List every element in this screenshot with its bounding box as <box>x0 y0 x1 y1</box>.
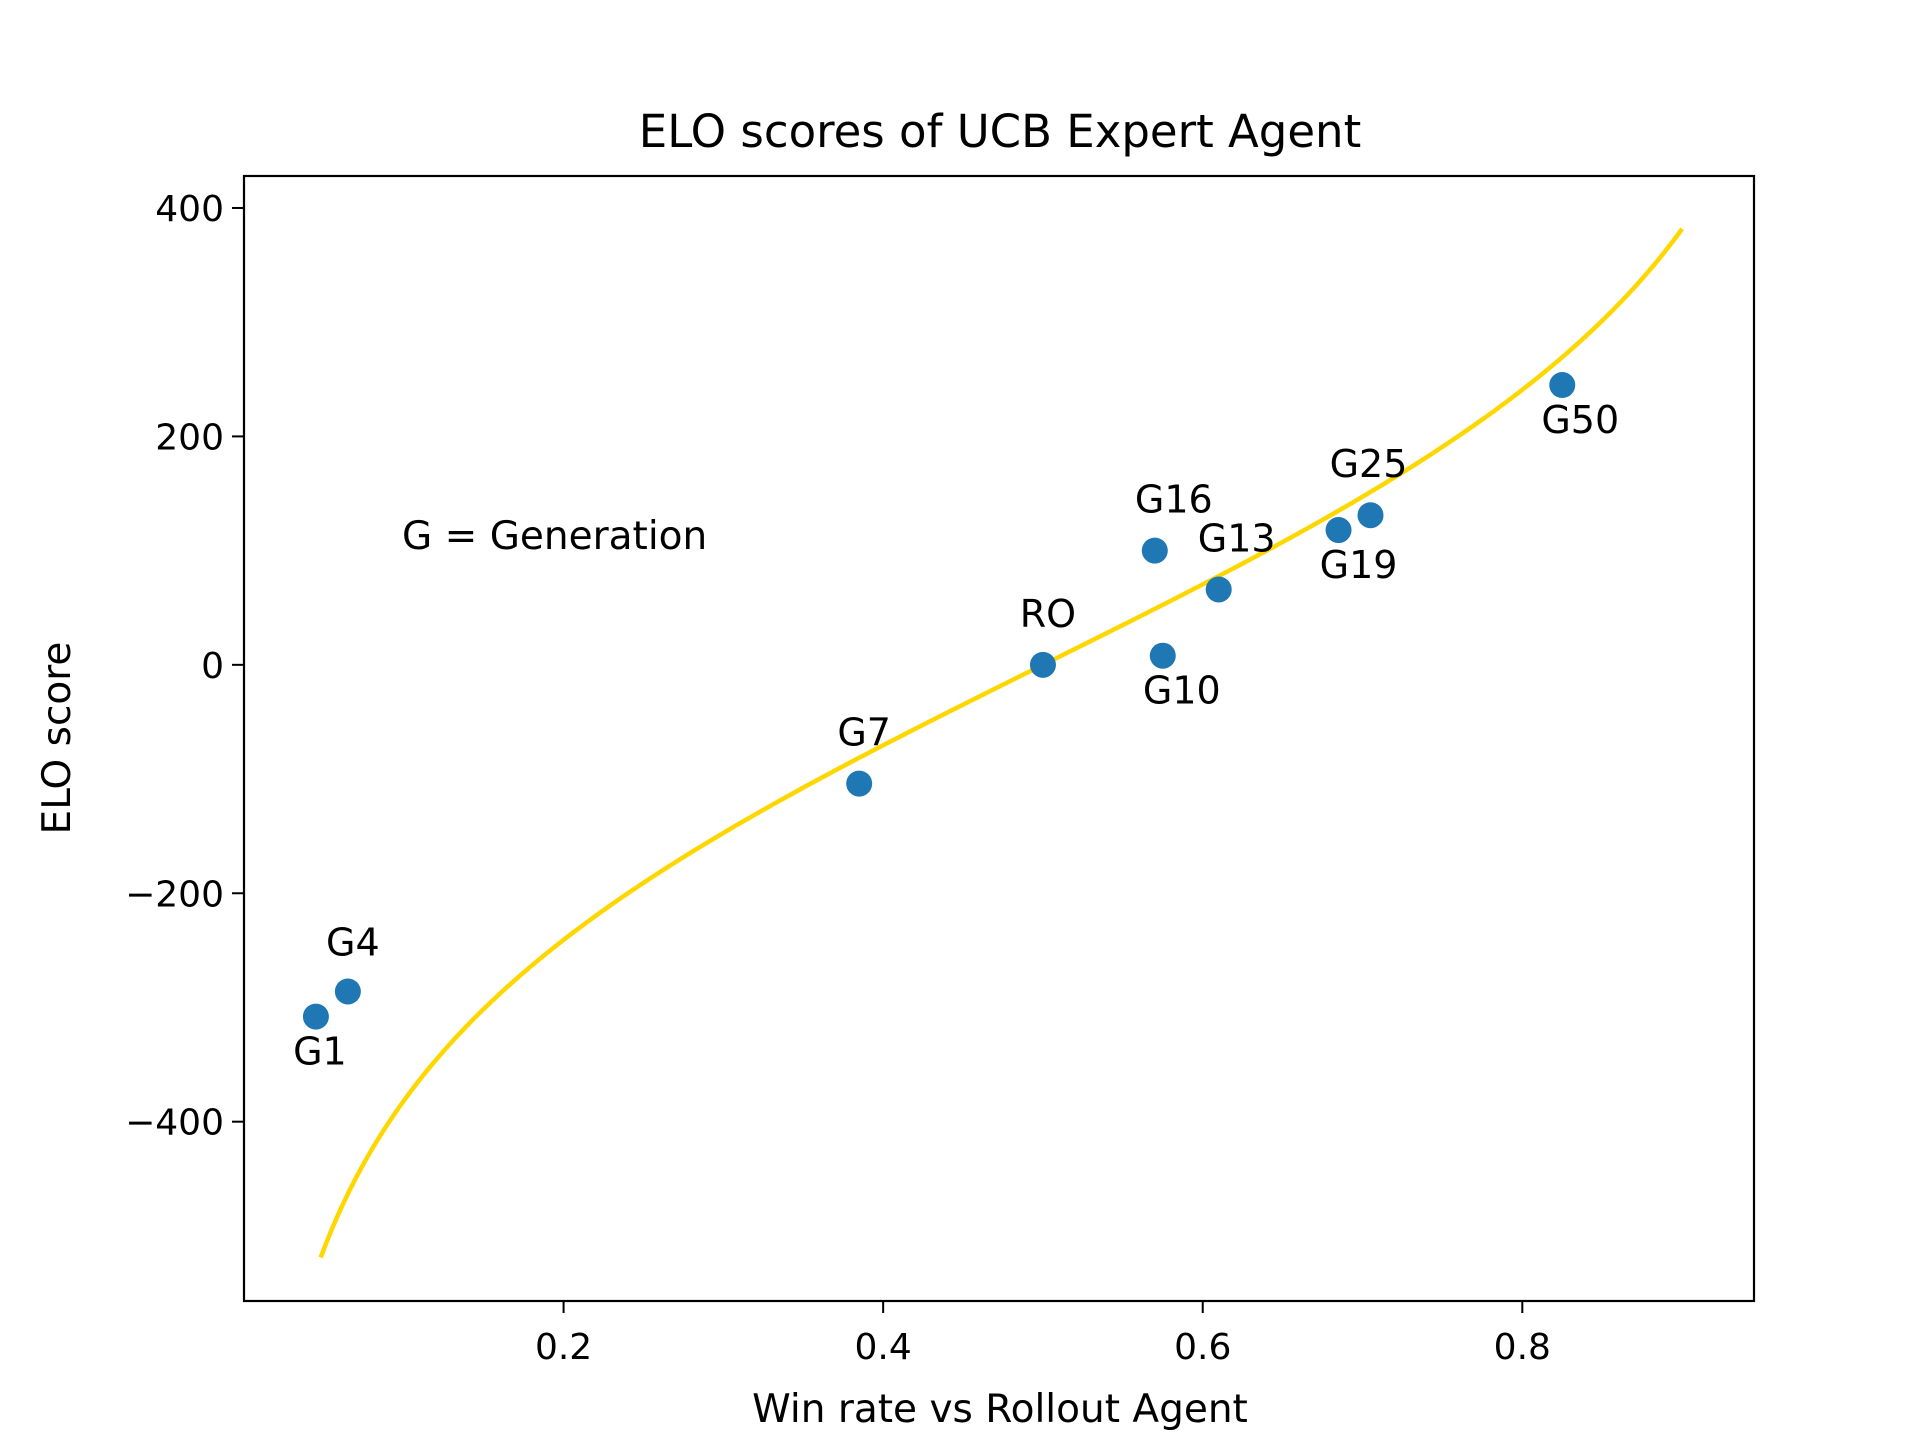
chart-title: ELO scores of UCB Expert Agent <box>639 105 1361 158</box>
point-g50 <box>1549 372 1576 399</box>
point-g16 <box>1141 537 1168 564</box>
points-layer <box>302 372 1576 1030</box>
point-label-ro: RO <box>1020 592 1076 636</box>
y-tick-label: −400 <box>125 1103 224 1144</box>
point-label-g19: G19 <box>1320 543 1398 587</box>
point-g10 <box>1149 642 1176 669</box>
point-g1 <box>302 1003 329 1030</box>
x-tick-label: 0.2 <box>535 1327 592 1368</box>
point-label-g16: G16 <box>1135 478 1213 522</box>
point-label-g50: G50 <box>1541 398 1619 442</box>
point-label-g10: G10 <box>1143 669 1221 713</box>
x-tick-label: 0.6 <box>1174 1327 1231 1368</box>
x-axis-label: Win rate vs Rollout Agent <box>752 1387 1248 1432</box>
y-ticks: 400 200 0 −200 −400 <box>125 189 244 1144</box>
x-tick-label: 0.8 <box>1494 1327 1551 1368</box>
point-g25 <box>1357 502 1384 529</box>
y-tick-label: 0 <box>201 646 224 687</box>
point-ro <box>1029 651 1056 678</box>
point-g7 <box>846 770 873 797</box>
point-g19 <box>1325 517 1352 544</box>
x-ticks: 0.2 0.4 0.6 0.8 <box>535 1301 1551 1368</box>
point-label-g13: G13 <box>1198 516 1276 560</box>
y-axis-label: ELO score <box>35 642 80 835</box>
point-label-g1: G1 <box>293 1030 347 1074</box>
generation-note: G = Generation <box>402 514 707 559</box>
point-g4 <box>334 978 361 1005</box>
y-tick-label: −200 <box>125 874 224 915</box>
x-tick-label: 0.4 <box>855 1327 912 1368</box>
elo-fit-curve <box>318 227 1684 1259</box>
point-label-g7: G7 <box>837 711 891 755</box>
curve-layer <box>318 227 1684 1259</box>
plot-frame <box>242 174 1756 1303</box>
point-label-g25: G25 <box>1330 442 1408 486</box>
point-label-g4: G4 <box>326 920 380 964</box>
y-tick-label: 200 <box>155 417 224 458</box>
point-g13 <box>1205 576 1232 603</box>
y-tick-label: 400 <box>155 189 224 230</box>
